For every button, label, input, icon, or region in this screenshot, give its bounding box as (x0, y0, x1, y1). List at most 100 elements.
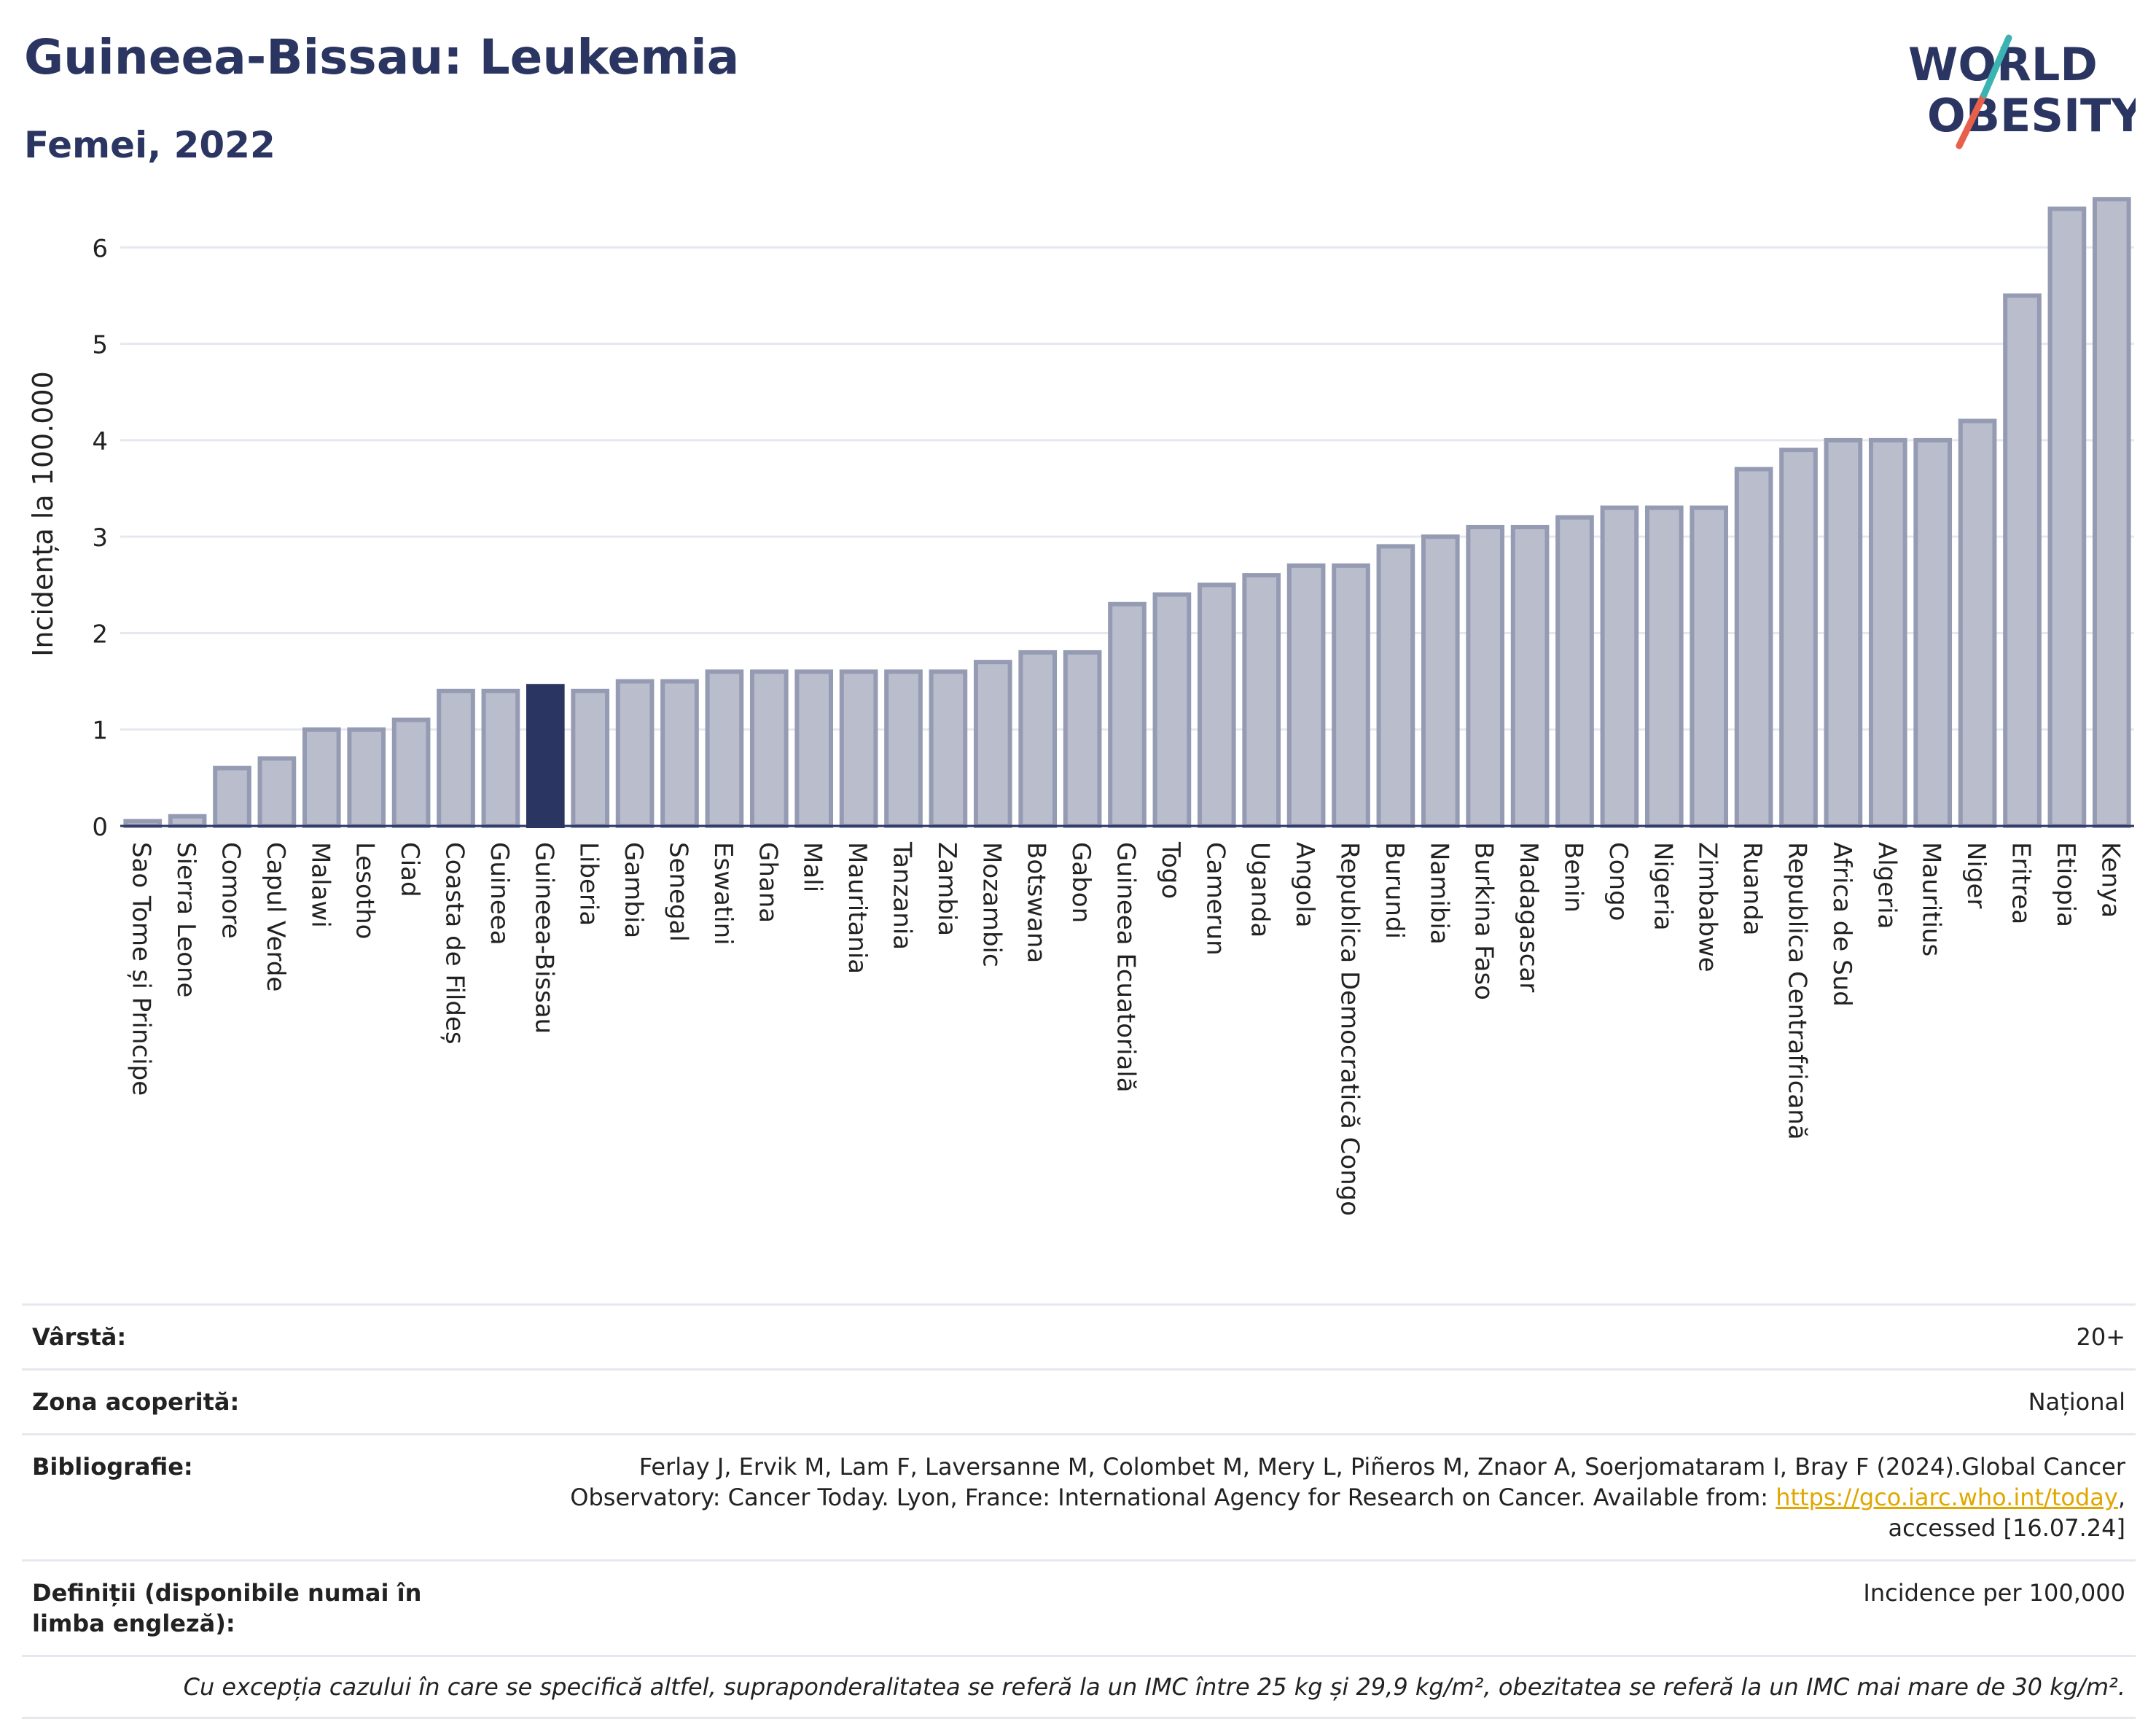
bar-ghana (749, 669, 789, 829)
x-tick-label: Sao Tome și Principe (127, 842, 156, 1096)
x-tick-label: Zimbabwe (1693, 842, 1722, 972)
x-tick-label: Lesotho (351, 842, 380, 939)
x-tick-label: Mozambic (977, 842, 1006, 967)
x-tick-label: Comore (216, 842, 246, 939)
x-tick-label: Republica Centrafricană (1783, 842, 1812, 1140)
x-tick-label: Guineea Ecuatorială (1112, 842, 1141, 1093)
bar-lesotho (347, 727, 386, 829)
area-row: Zona acoperită: Național (22, 1368, 2136, 1433)
bar-africa-de-sud (1824, 437, 1863, 828)
x-tick-label: Madagascar (1514, 842, 1543, 992)
x-tick-label: Gabon (1066, 842, 1095, 923)
bar-zambia (929, 669, 968, 829)
x-tick-label: Ghana (753, 842, 782, 923)
bar-kenya (2092, 197, 2131, 828)
x-tick-label: Africa de Sud (1827, 842, 1856, 1007)
x-tick-label: Ciad (395, 842, 424, 897)
x-tick-label: Uganda (1246, 842, 1275, 937)
bar-benin (1555, 515, 1594, 829)
x-tick-label: Zambia (932, 842, 961, 936)
bar-togo (1152, 592, 1192, 829)
bar-republica-centrafrican- (1779, 448, 1818, 828)
x-tick-label: Liberia (574, 842, 604, 926)
x-tick-label: Gambia (619, 842, 648, 938)
age-label: Vârstă: (32, 1323, 127, 1351)
y-tick-label: 2 (92, 620, 108, 649)
chart-subtitle: Femei, 2022 (24, 124, 276, 166)
y-tick-labels: 0 1 2 3 4 5 6 (92, 234, 108, 842)
bar-mozambic (973, 660, 1012, 828)
bar-angola (1286, 563, 1326, 828)
age-value: 20+ (2076, 1323, 2125, 1351)
bar-mauritius (1913, 437, 1953, 828)
area-value: Național (2028, 1388, 2125, 1416)
x-tick-label: Eswatini (708, 842, 738, 946)
bibliography-link[interactable]: https://gco.iarc.who.int/today (1776, 1483, 2118, 1511)
x-tick-label: Eritrea (2007, 842, 2036, 924)
bar-sierra-leone (168, 814, 207, 828)
x-tick-label: Senegal (664, 842, 693, 942)
x-tick-label: Congo (1604, 842, 1633, 921)
bar-tanzania (884, 669, 923, 829)
bar-republica-democratic-congo (1332, 563, 1370, 828)
age-row: Vârstă: 20+ (22, 1303, 2136, 1368)
footnote: Cu excepția cazului în care se specifică… (22, 1655, 2136, 1719)
bar-madagascar (1510, 524, 1550, 828)
bar-nigeria (1644, 505, 1684, 828)
chart-title: Guineea-Bissau: Leukemia (24, 29, 740, 85)
y-tick-label: 0 (92, 813, 108, 842)
x-tick-label: Botswana (1022, 842, 1051, 963)
bar-guineea (481, 688, 520, 828)
bar-coasta-de-filde- (437, 688, 475, 828)
y-axis-label: Incidența la 100.000 (27, 371, 59, 657)
x-tick-label: Etiopia (2051, 842, 2080, 927)
y-tick-label: 6 (92, 234, 108, 263)
bar-comore (213, 765, 251, 828)
definitions-label: Definiții (disponibile numai în limba en… (32, 1579, 422, 1637)
bar-namibia (1421, 534, 1460, 828)
bar-mali (794, 669, 834, 829)
x-tick-label: Malawi (305, 842, 335, 928)
x-tick-label: Benin (1559, 842, 1588, 913)
bibliography-label: Bibliografie: (32, 1453, 193, 1481)
y-tick-label: 1 (92, 717, 108, 746)
bar-uganda (1242, 573, 1281, 828)
bar-ciad (391, 717, 431, 828)
definitions-value: Incidence per 100,000 (1863, 1579, 2125, 1607)
x-tick-label: Kenya (2096, 842, 2125, 918)
x-tick-label: Burkina Faso (1469, 842, 1499, 1000)
bar-botswana (1018, 650, 1058, 829)
x-tick-label: Namibia (1424, 842, 1453, 945)
x-tick-labels: Sao Tome și Principe Sierra Leone Comore Ca… (127, 841, 2125, 1216)
y-tick-label: 4 (92, 427, 108, 456)
y-tick-label: 5 (92, 331, 108, 360)
bar-burkina-faso (1466, 524, 1505, 828)
bars (123, 197, 2131, 829)
bar-malawi (302, 727, 341, 829)
x-tick-label: Mali (798, 842, 827, 892)
bar-congo (1600, 505, 1639, 828)
bar-algeria (1868, 437, 1907, 828)
y-tick-label: 3 (92, 523, 108, 553)
x-tick-label: Coasta de Fildeș (440, 842, 469, 1045)
metadata-table: Vârstă: 20+ Zona acoperită: Național Bib… (22, 1303, 2136, 1719)
x-tick-label: Angola (1290, 842, 1319, 927)
x-tick-label: Mauritania (843, 842, 872, 974)
area-label: Zona acoperită: (32, 1388, 240, 1416)
bar-capul-verde (257, 756, 297, 828)
bar-zimbabwe (1690, 505, 1729, 828)
x-tick-label: Guineea (485, 842, 514, 946)
x-tick-label: Mauritius (1917, 842, 1946, 956)
definitions-row: Definiții (disponibile numai în limba en… (22, 1559, 2136, 1655)
x-tick-label: Niger (1961, 842, 1991, 908)
bar-chart: 0 1 2 3 4 5 6 Sao Tome și Principe Sierra Leone… (27, 197, 2134, 1216)
bibliography-value: Ferlay J, Ervik M, Lam F, Laversanne M, … (558, 1451, 2125, 1543)
bar-eritrea (2003, 293, 2042, 828)
bar-senegal (660, 679, 699, 828)
bar-guineea-ecuatorial- (1108, 601, 1147, 828)
bar-eswatini (705, 669, 744, 829)
x-tick-label: Togo (1156, 841, 1185, 899)
bar-gambia (615, 679, 655, 828)
bar-guineea-bissau (526, 684, 565, 828)
x-tick-label: Tanzania (888, 841, 917, 950)
